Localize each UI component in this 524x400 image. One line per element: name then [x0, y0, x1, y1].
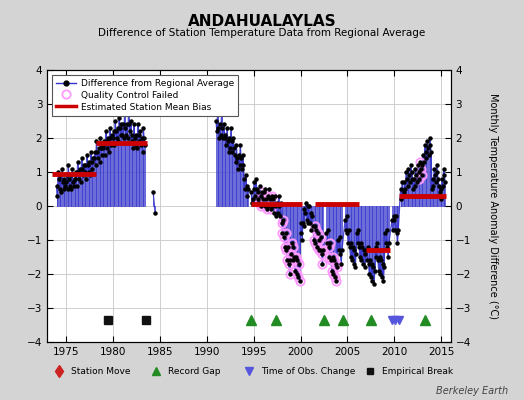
Text: Station Move: Station Move	[71, 366, 131, 376]
Text: Time of Obs. Change: Time of Obs. Change	[261, 366, 355, 376]
Text: Difference of Station Temperature Data from Regional Average: Difference of Station Temperature Data f…	[99, 28, 425, 38]
Text: Empirical Break: Empirical Break	[382, 366, 453, 376]
Text: Record Gap: Record Gap	[168, 366, 221, 376]
Legend: Difference from Regional Average, Quality Control Failed, Estimated Station Mean: Difference from Regional Average, Qualit…	[52, 74, 238, 116]
Text: Berkeley Earth: Berkeley Earth	[436, 386, 508, 396]
Text: ANDAHUALAYLAS: ANDAHUALAYLAS	[188, 14, 336, 29]
Y-axis label: Monthly Temperature Anomaly Difference (°C): Monthly Temperature Anomaly Difference (…	[487, 93, 498, 319]
